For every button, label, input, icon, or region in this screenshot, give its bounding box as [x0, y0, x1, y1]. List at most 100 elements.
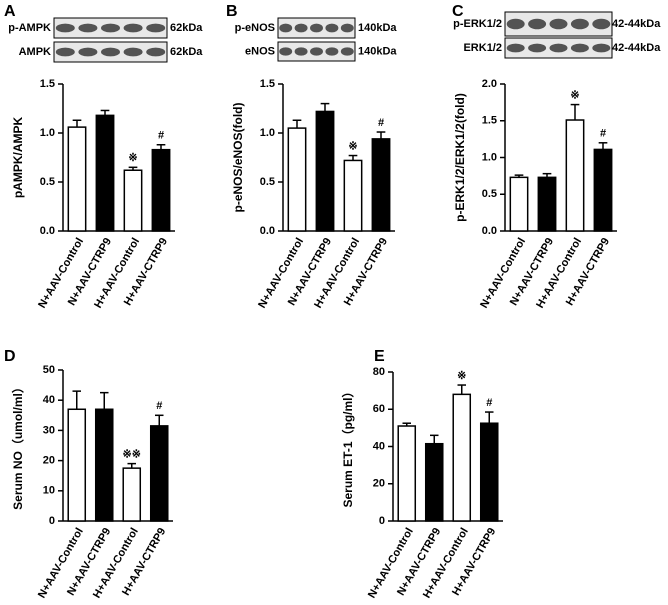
blot-band — [279, 47, 293, 56]
y-tick-label: 0.0 — [40, 225, 55, 237]
bar — [94, 408, 114, 522]
y-tick-label: 1.0 — [482, 151, 497, 163]
bar — [565, 119, 585, 232]
y-tick-label: 0 — [379, 515, 385, 527]
blot-band — [78, 47, 98, 57]
significance-mark: ※※ — [123, 449, 141, 461]
blot-band — [78, 23, 98, 33]
bar — [315, 110, 335, 232]
blot-band — [340, 47, 354, 56]
blot-band — [528, 18, 547, 30]
blot-band — [506, 18, 525, 30]
blot-size-label: 42-44kDa — [612, 42, 661, 54]
blot-band — [549, 43, 568, 53]
y-tick-label: 1.0 — [40, 127, 55, 139]
blot-band — [506, 43, 525, 53]
significance-mark: # — [486, 397, 492, 409]
blot-band — [592, 18, 611, 30]
blot-band — [310, 23, 323, 33]
y-tick-label: 0.0 — [260, 225, 275, 237]
y-tick-label: 0 — [49, 515, 55, 527]
y-tick-label: 1.0 — [260, 127, 275, 139]
blot-band — [294, 23, 308, 33]
bar — [424, 442, 444, 522]
y-tick-label: 30 — [43, 424, 55, 436]
y-tick-label: 0.5 — [482, 188, 497, 200]
blot-size-label: 62kDa — [170, 22, 203, 34]
significance-mark: ※ — [128, 152, 137, 164]
y-tick-label: 40 — [43, 394, 55, 406]
blot-band — [294, 47, 308, 56]
significance-mark: # — [156, 400, 162, 412]
significance-mark: ※ — [457, 370, 466, 382]
y-axis-label: pAMPK/AMPK — [11, 117, 25, 199]
bar — [371, 138, 391, 232]
blot-band — [55, 23, 75, 33]
significance-mark: ※ — [348, 140, 357, 152]
y-tick-label: 10 — [43, 485, 55, 497]
blot-band — [340, 23, 354, 33]
blot-band — [55, 47, 75, 57]
bar — [479, 422, 499, 522]
y-axis-label: Serum ET-1（pg/ml） — [340, 385, 355, 507]
blot-band — [592, 43, 611, 53]
blot-protein-label: p-eNOS — [235, 22, 275, 34]
blot-band — [528, 43, 547, 53]
blot-band — [570, 43, 589, 53]
significance-mark: ※ — [570, 89, 579, 101]
blot-size-label: 140kDa — [358, 45, 397, 57]
y-tick-label: 20 — [373, 478, 385, 490]
blot-band — [101, 47, 120, 57]
blot-band — [146, 47, 166, 57]
bar — [67, 126, 87, 232]
y-tick-label: 0.5 — [260, 176, 275, 188]
significance-mark: # — [158, 130, 164, 142]
bar — [593, 148, 613, 232]
blot-band — [310, 47, 323, 56]
y-tick-label: 60 — [373, 403, 385, 415]
blot-size-label: 62kDa — [170, 46, 203, 58]
y-tick-label: 20 — [43, 455, 55, 467]
bar — [95, 114, 115, 232]
blot-size-label: 42-44kDa — [612, 18, 661, 30]
bar — [537, 176, 557, 232]
y-axis-label: p-eNOS/eNOS(fold) — [231, 102, 245, 212]
blot-band — [325, 23, 339, 33]
blot-band — [325, 47, 339, 56]
panel-label: A — [4, 3, 16, 20]
bar — [343, 159, 363, 232]
y-tick-label: 0.0 — [482, 225, 497, 237]
blot-band — [123, 47, 143, 57]
bar — [122, 467, 142, 522]
blot-protein-label: p-ERK1/2 — [453, 18, 502, 30]
significance-mark: # — [600, 128, 606, 140]
bar — [149, 425, 169, 522]
blot-band — [549, 18, 568, 30]
bar — [287, 127, 307, 232]
blot-band — [570, 18, 589, 30]
y-tick-label: 40 — [373, 440, 385, 452]
bar — [123, 169, 143, 232]
y-axis-label: p-ERK1/2/ERK1/2(fold) — [453, 93, 467, 222]
significance-mark: # — [378, 117, 384, 129]
bar — [452, 393, 472, 522]
blot-size-label: 140kDa — [358, 22, 397, 34]
y-tick-label: 1.5 — [40, 78, 55, 90]
panel-label: E — [374, 348, 385, 365]
blot-band — [123, 23, 143, 33]
y-tick-label: 50 — [43, 364, 55, 376]
blot-band — [146, 23, 166, 33]
blot-protein-label: p-AMPK — [8, 22, 51, 34]
y-tick-label: 80 — [373, 366, 385, 378]
panel-label: B — [226, 3, 238, 20]
bar — [67, 408, 87, 522]
panel-label: C — [452, 3, 464, 20]
bar — [151, 148, 171, 232]
bar — [397, 425, 417, 522]
panel-label: D — [4, 348, 16, 365]
blot-protein-label: AMPK — [19, 46, 51, 58]
blot-band — [101, 23, 120, 33]
blot-protein-label: eNOS — [245, 45, 275, 57]
y-tick-label: 2.0 — [482, 78, 497, 90]
